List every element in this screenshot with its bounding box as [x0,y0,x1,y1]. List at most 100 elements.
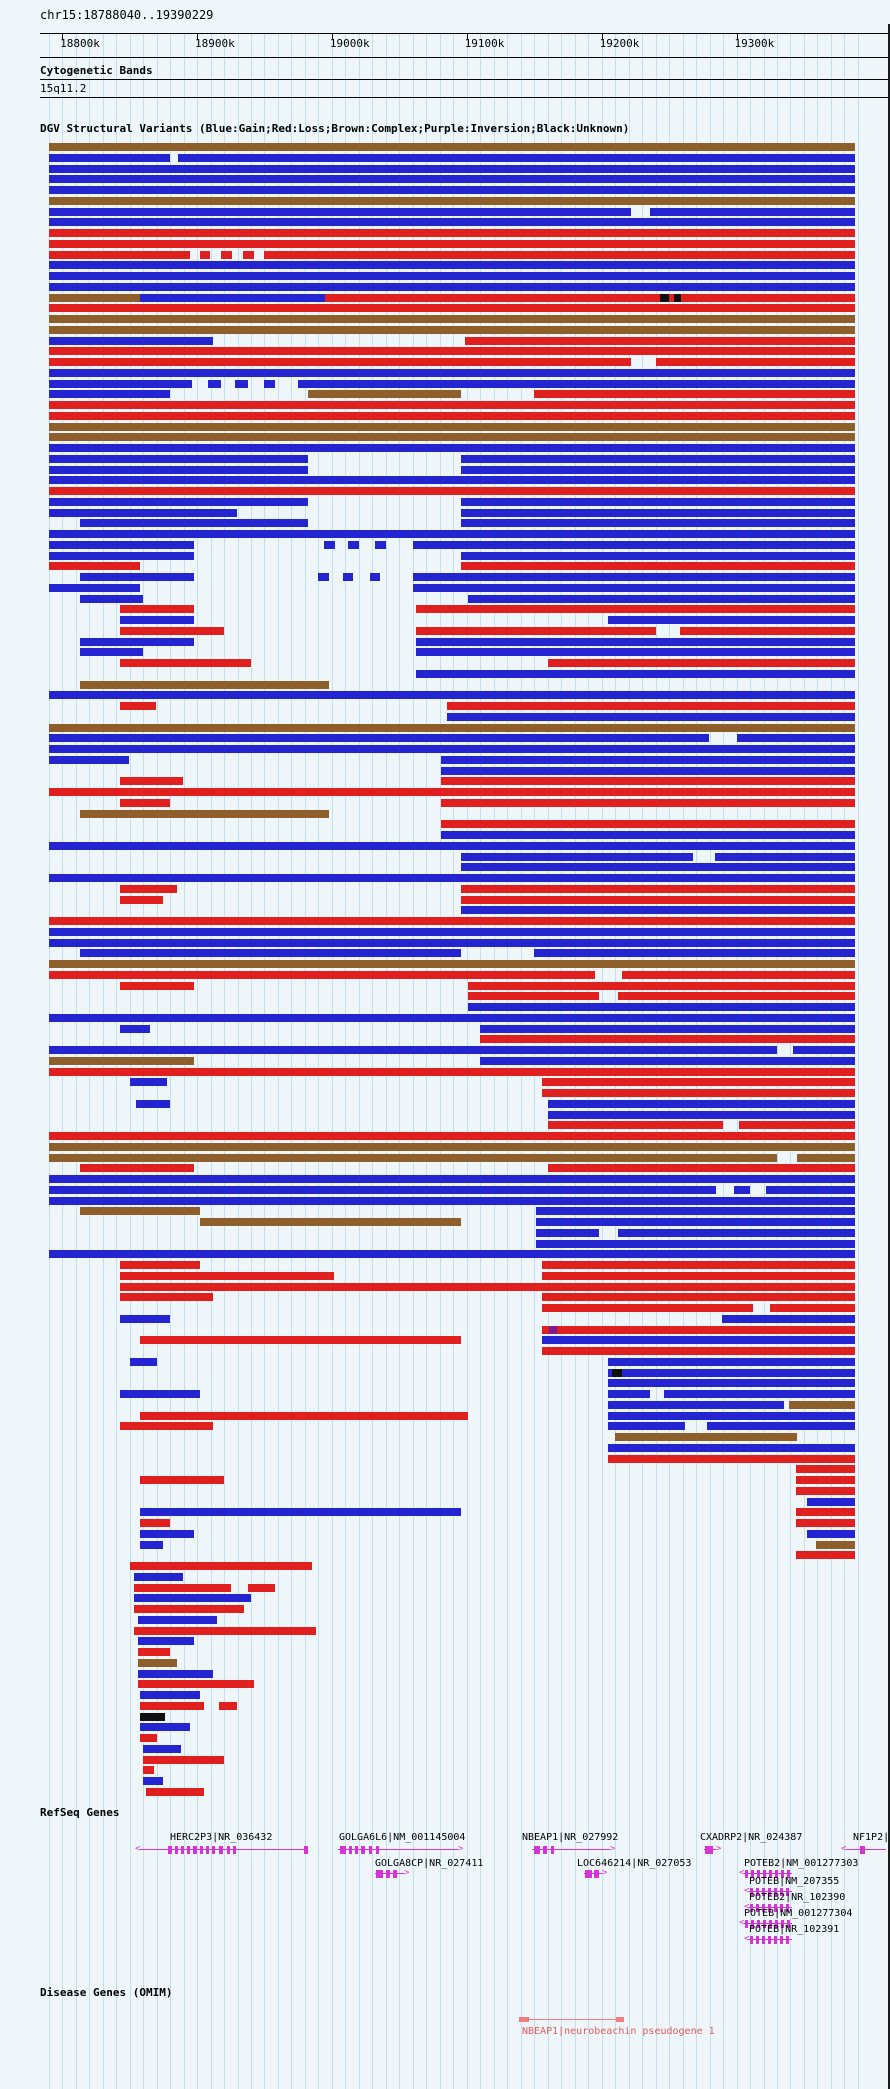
variant-bar[interactable] [48,970,595,979]
gene-exon[interactable] [745,1870,748,1878]
variant-bar[interactable] [542,1261,856,1269]
gene-exon[interactable] [193,1846,197,1854]
gene-exon[interactable] [361,1846,365,1854]
variant-bar[interactable] [120,659,251,667]
variant-bar[interactable] [461,906,856,915]
variant-bar[interactable] [48,315,856,323]
variant-bar[interactable] [48,755,130,764]
gene-exon[interactable] [780,1936,783,1944]
variant-bar[interactable] [120,702,157,710]
variant-bar[interactable] [48,583,141,592]
variant-bar[interactable] [48,1132,856,1140]
gene-exon[interactable] [774,1904,777,1912]
variant-bar[interactable] [48,1153,777,1162]
variant-bar[interactable] [342,573,354,581]
variant-bar[interactable] [48,465,308,474]
variant-bar[interactable] [461,454,856,463]
variant-bar[interactable] [461,895,856,904]
variant-bar[interactable] [706,1422,856,1431]
omim-gene-line[interactable] [519,2019,624,2020]
variant-bar[interactable] [412,540,856,549]
variant-bar[interactable] [797,1153,856,1162]
gene-glyph-line[interactable] [532,1849,610,1850]
variant-bar[interactable] [441,820,856,829]
variant-bar[interactable] [145,1787,204,1796]
variant-bar[interactable] [48,551,195,560]
variant-bar[interactable] [79,809,330,818]
gene-exon[interactable] [750,1904,753,1912]
variant-bar[interactable] [48,508,238,517]
variant-bar[interactable] [79,1207,200,1216]
variant-bar[interactable] [79,648,144,657]
variant-bar[interactable] [48,444,856,452]
variant-bar[interactable] [48,734,710,743]
gene-exon[interactable] [860,1846,865,1854]
variant-bar[interactable] [721,1314,856,1323]
variant-bar[interactable] [143,1755,224,1764]
variant-bar[interactable] [542,1271,856,1280]
variant-bar[interactable] [608,1400,784,1409]
gene-exon[interactable] [386,1870,390,1878]
gene-exon[interactable] [775,1870,778,1878]
variant-bar[interactable] [140,1540,164,1549]
variant-bar[interactable] [48,218,856,227]
variant-bar[interactable] [795,1465,856,1474]
gene-exon[interactable] [775,1920,778,1928]
variant-bar[interactable] [140,1691,200,1699]
variant-bar[interactable] [79,680,330,689]
variant-bar[interactable] [412,583,856,592]
variant-bar[interactable] [48,379,192,388]
variant-bar[interactable] [446,712,856,721]
variant-bar[interactable] [48,691,856,700]
gene-exon[interactable] [751,1870,754,1878]
variant-bar[interactable] [415,669,856,678]
variant-bar[interactable] [133,1594,251,1603]
variant-bar[interactable] [143,1777,164,1785]
variant-bar[interactable] [140,293,326,302]
variant-bar[interactable] [48,1046,777,1054]
gene-exon[interactable] [750,1936,753,1944]
gene-exon[interactable] [594,1870,599,1878]
gene-exon[interactable] [543,1846,547,1854]
gene-exon[interactable] [780,1904,783,1912]
variant-bar[interactable] [650,207,856,216]
variant-bar[interactable] [140,1411,469,1420]
variant-bar[interactable] [48,723,856,732]
variant-bar[interactable] [468,1003,856,1011]
variant-bar[interactable] [234,379,249,388]
variant-bar[interactable] [48,282,856,291]
variant-bar[interactable] [48,293,141,302]
variant-bar[interactable] [535,1207,856,1216]
variant-bar[interactable] [48,390,170,399]
variant-bar[interactable] [617,1228,856,1237]
variant-bar[interactable] [461,497,856,506]
variant-bar[interactable] [48,1056,195,1065]
gene-exon[interactable] [768,1904,771,1912]
variant-bar[interactable] [480,1056,856,1065]
variant-bar[interactable] [48,153,170,162]
variant-bar[interactable] [120,616,195,624]
variant-bar[interactable] [48,186,856,194]
omim-gene-exon[interactable] [519,2017,529,2022]
variant-bar[interactable] [48,745,856,753]
variant-bar[interactable] [48,917,856,925]
variant-bar[interactable] [248,1583,276,1592]
gene-exon[interactable] [212,1846,215,1854]
variant-bar[interactable] [79,519,308,528]
variant-bar[interactable] [120,1293,214,1302]
gene-exon[interactable] [304,1846,308,1854]
variant-bar[interactable] [137,1658,177,1667]
variant-bar[interactable] [129,1357,157,1366]
variant-bar[interactable] [140,1529,195,1538]
variant-bar[interactable] [793,1046,856,1054]
variant-bar[interactable] [120,895,164,904]
gene-glyph-line[interactable] [744,1923,792,1924]
variant-bar[interactable] [542,1293,856,1302]
variant-bar[interactable] [608,1368,856,1377]
variant-bar[interactable] [120,626,224,635]
gene-exon[interactable] [206,1846,209,1854]
variant-bar[interactable] [542,1336,856,1345]
variant-bar[interactable] [542,1089,856,1097]
gene-exon[interactable] [763,1870,766,1878]
variant-bar[interactable] [242,250,254,259]
